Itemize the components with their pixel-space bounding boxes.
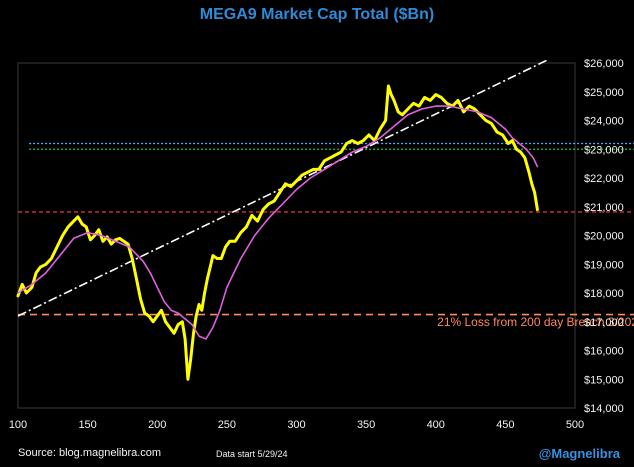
data-start-note: Data start 5/29/24 (216, 449, 288, 459)
y-tick-label: $23,000 (584, 144, 624, 156)
source-credit: Source: blog.magnelibra.com (18, 447, 162, 459)
x-tick-label: 500 (566, 419, 584, 431)
x-tick-label: 250 (218, 419, 236, 431)
x-tick-label: 150 (78, 419, 96, 431)
plot-frame (17, 62, 576, 409)
annotation-orange-level: 21% Loss from 200 day Breach 3/2026 (437, 315, 634, 329)
y-tick-label: $15,000 (584, 374, 624, 386)
y-tick-label: $17,000 (584, 317, 624, 329)
author-handle: @Magnelibra (538, 446, 620, 461)
y-tick-label: $24,000 (584, 116, 624, 128)
x-tick-label: 200 (148, 419, 166, 431)
x-tick-label: 350 (357, 419, 375, 431)
chart-title: MEGA9 Market Cap Total ($Bn) (199, 6, 435, 23)
y-tick-label: $14,000 (584, 403, 624, 415)
y-tick-label: $19,000 (584, 259, 624, 271)
price-series-line (16, 84, 539, 381)
ma200-series-line (17, 105, 539, 340)
x-tick-label: 300 (287, 419, 305, 431)
x-tick-label: 400 (427, 419, 445, 431)
x-tick-label: 450 (496, 419, 514, 431)
y-tick-label: $26,000 (584, 58, 624, 70)
y-tick-label: $21,000 (584, 202, 624, 214)
y-tick-label: $20,000 (584, 231, 624, 243)
y-tick-label: $22,000 (584, 173, 624, 185)
y-tick-label: $25,000 (584, 87, 624, 99)
x-tick-label: 100 (9, 419, 27, 431)
y-tick-label: $16,000 (584, 346, 624, 358)
y-tick-label: $18,000 (584, 288, 624, 300)
